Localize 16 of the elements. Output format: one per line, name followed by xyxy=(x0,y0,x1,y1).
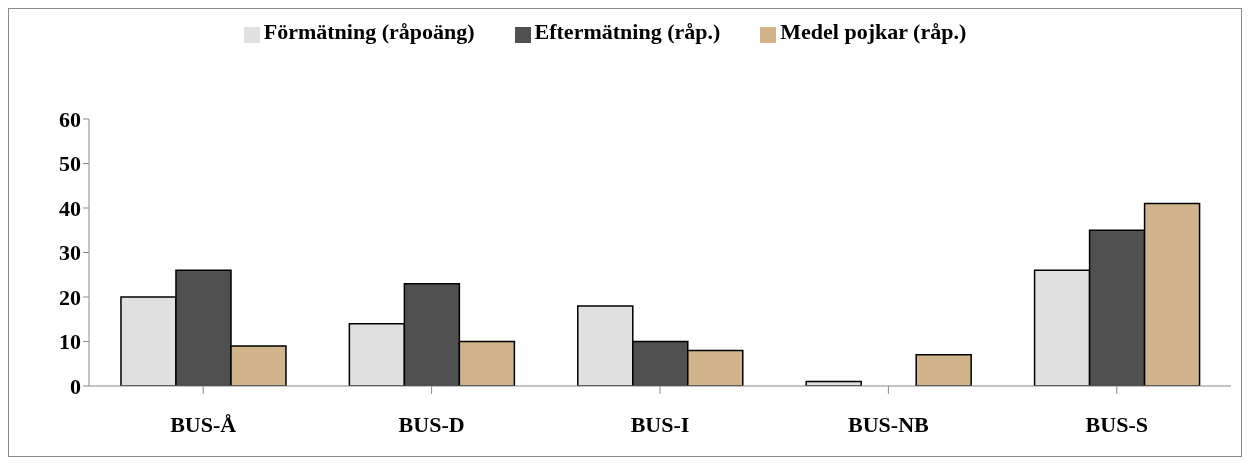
x-tick-label: BUS-NB xyxy=(848,411,930,437)
bar xyxy=(915,354,972,386)
y-tick-label: 40 xyxy=(59,195,81,221)
legend-label: Medel pojkar (råp.) xyxy=(780,19,967,44)
legend-label: Eftermätning (råp.) xyxy=(534,19,721,44)
legend-label: Förmätning (råpoäng) xyxy=(263,19,475,44)
y-tick-label: 50 xyxy=(59,151,81,177)
x-tick-label: BUS-I xyxy=(630,411,690,437)
y-tick-label: 20 xyxy=(59,284,81,310)
y-tick-label: 10 xyxy=(59,329,81,355)
y-tick-label: 30 xyxy=(59,240,81,266)
y-tick-label: 0 xyxy=(70,373,81,399)
y-tick-label: 60 xyxy=(59,106,81,132)
x-tick-label: BUS-Å xyxy=(170,411,237,437)
x-tick-label: BUS-D xyxy=(398,411,465,437)
x-tick-label: BUS-S xyxy=(1085,411,1148,437)
